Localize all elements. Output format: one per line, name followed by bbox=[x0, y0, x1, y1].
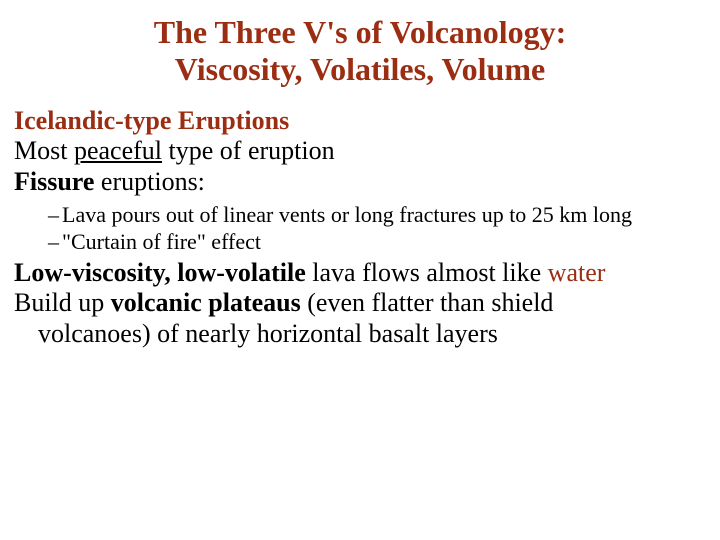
text-flatter-than: (even flatter than shield bbox=[301, 288, 554, 317]
sub-text-2: "Curtain of fire" effect bbox=[62, 229, 261, 254]
text-water: water bbox=[548, 258, 606, 287]
text-low-viscosity: Low-viscosity, low-volatile bbox=[14, 258, 306, 287]
text-most: Most bbox=[14, 136, 74, 165]
sub-item-1: –Lava pours out of linear vents or long … bbox=[48, 201, 710, 229]
text-build-up: Build up bbox=[14, 288, 111, 317]
text-fissure: Fissure bbox=[14, 167, 94, 196]
title-line-1: The Three V's of Volcanology: bbox=[0, 14, 720, 51]
line-low-viscosity: Low-viscosity, low-volatile lava flows a… bbox=[14, 258, 710, 289]
line-fissure: Fissure eruptions: bbox=[14, 167, 710, 198]
slide-title: The Three V's of Volcanology: Viscosity,… bbox=[0, 0, 720, 88]
line-plateaus-2: volcanoes) of nearly horizontal basalt l… bbox=[14, 319, 710, 350]
sub-text-1: Lava pours out of linear vents or long f… bbox=[62, 202, 632, 227]
text-volcanic-plateaus: volcanic plateaus bbox=[111, 288, 301, 317]
line-plateaus-1: Build up volcanic plateaus (even flatter… bbox=[14, 288, 710, 319]
dash-icon: – bbox=[48, 201, 62, 229]
text-peaceful: peaceful bbox=[74, 136, 162, 165]
text-lava-flows: lava flows almost like bbox=[306, 258, 548, 287]
slide: The Three V's of Volcanology: Viscosity,… bbox=[0, 0, 720, 540]
text-volcanoes-basalt: volcanoes) of nearly horizontal basalt l… bbox=[38, 319, 498, 348]
sublist-fissure: –Lava pours out of linear vents or long … bbox=[14, 198, 710, 258]
line-icelandic: Icelandic-type Eruptions bbox=[14, 106, 710, 137]
slide-body: Icelandic-type Eruptions Most peaceful t… bbox=[0, 88, 720, 350]
text-eruptions: eruptions: bbox=[94, 167, 205, 196]
line-peaceful: Most peaceful type of eruption bbox=[14, 136, 710, 167]
dash-icon: – bbox=[48, 228, 62, 256]
sub-item-2: –"Curtain of fire" effect bbox=[48, 228, 710, 256]
text-type-of-eruption: type of eruption bbox=[162, 136, 335, 165]
text-icelandic-heading: Icelandic-type Eruptions bbox=[14, 106, 289, 135]
title-line-2: Viscosity, Volatiles, Volume bbox=[0, 51, 720, 88]
